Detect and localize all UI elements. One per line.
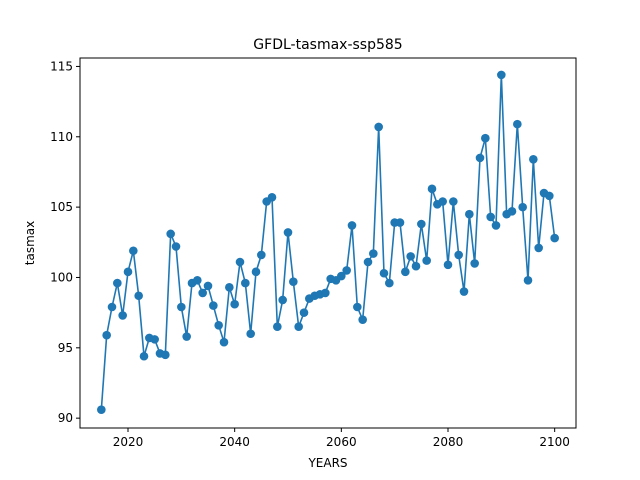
data-point: [443, 260, 453, 270]
axes-frame: [79, 57, 577, 429]
data-point: [337, 271, 346, 281]
y-axis-title: tasmax: [23, 221, 37, 265]
data-point: [385, 278, 394, 288]
y-tick-label: 110: [50, 130, 73, 144]
x-tick-label: 2020: [113, 435, 144, 449]
data-point: [235, 257, 245, 267]
data-point: [411, 261, 421, 271]
data-point: [273, 322, 282, 332]
data-point: [465, 209, 474, 219]
data-point: [321, 288, 330, 298]
y-tick-label: 100: [50, 270, 73, 284]
y-tick-label: 90: [58, 411, 73, 425]
chart-title: GFDL-tasmax-ssp585: [253, 37, 402, 53]
data-point: [299, 308, 309, 317]
data-point: [289, 277, 298, 286]
data-point: [166, 229, 175, 239]
data-point: [241, 278, 250, 288]
data-point: [97, 405, 106, 415]
x-axis: 2020 2040 2060 2080 2100: [113, 428, 570, 449]
x-tick-label: 2080: [433, 435, 464, 449]
data-point: [123, 267, 133, 277]
y-tick-label: 115: [50, 59, 73, 73]
data-point: [113, 278, 122, 288]
data-point: [529, 154, 538, 164]
data-point: [374, 122, 383, 132]
data-point: [545, 191, 554, 201]
data-point: [342, 266, 351, 275]
series-group: [97, 70, 559, 415]
data-point: [193, 275, 202, 285]
data-point: [534, 243, 543, 253]
data-point: [251, 267, 261, 277]
data-point: [449, 197, 458, 206]
data-point: [438, 197, 447, 206]
data-point: [257, 250, 266, 260]
data-point: [507, 207, 517, 216]
data-point: [513, 119, 522, 129]
data-point: [401, 267, 410, 277]
data-point: [230, 299, 239, 309]
data-point: [459, 287, 469, 296]
data-point: [214, 321, 223, 330]
data-point: [481, 133, 490, 143]
data-point: [182, 332, 191, 341]
data-point: [150, 335, 159, 344]
data-point: [454, 250, 463, 260]
data-point: [358, 315, 367, 324]
data-point: [369, 249, 378, 258]
data-point: [427, 184, 437, 194]
data-point: [475, 153, 485, 163]
data-point: [129, 246, 138, 256]
data-point: [406, 252, 415, 261]
x-tick-label: 2060: [326, 435, 357, 449]
data-point: [353, 302, 362, 312]
data-point: [118, 311, 127, 320]
data-point: [395, 218, 405, 227]
y-axis: 90 95 100 105 110 115: [50, 59, 80, 425]
data-point: [219, 337, 229, 347]
data-point: [417, 219, 426, 229]
data-point: [523, 275, 533, 285]
data-point: [347, 221, 357, 230]
series-line: [100, 74, 556, 410]
data-point: [491, 221, 501, 230]
data-point: [470, 259, 479, 268]
x-axis-title: YEARS: [307, 456, 347, 470]
plot-area: [79, 57, 577, 429]
y-tick-label: 105: [50, 200, 73, 214]
data-point: [497, 70, 506, 80]
data-point: [294, 322, 303, 332]
data-point: [283, 228, 293, 237]
data-point: [246, 329, 255, 339]
data-point: [161, 350, 170, 360]
x-tick-label: 2040: [219, 435, 250, 449]
data-point: [139, 351, 149, 361]
y-tick-label: 95: [58, 341, 73, 355]
data-point: [363, 257, 373, 267]
data-point: [177, 302, 186, 312]
data-point: [267, 192, 277, 202]
data-point: [550, 233, 559, 243]
data-point: [171, 242, 181, 251]
data-point: [518, 202, 527, 212]
data-point: [134, 291, 143, 301]
data-point: [203, 281, 213, 291]
data-point: [278, 295, 287, 305]
data-point: [107, 302, 117, 312]
data-point: [486, 212, 495, 222]
data-point: [102, 330, 111, 340]
data-point: [209, 301, 218, 310]
data-point: [225, 283, 234, 292]
data-point: [379, 268, 389, 278]
x-tick-label: 2100: [539, 435, 570, 449]
data-point: [198, 288, 207, 298]
data-point: [422, 256, 431, 265]
